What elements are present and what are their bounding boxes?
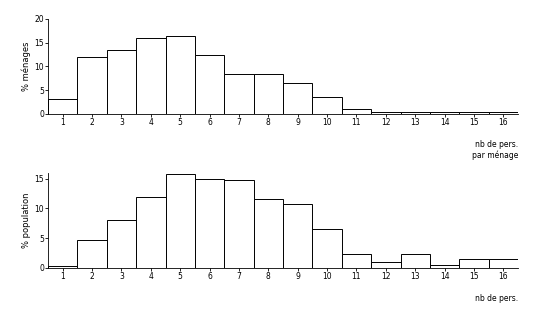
Bar xyxy=(371,262,400,268)
Bar xyxy=(254,199,283,268)
Bar xyxy=(342,109,371,114)
Bar xyxy=(489,259,518,268)
Bar xyxy=(283,203,312,268)
Y-axis label: % population: % population xyxy=(22,192,32,248)
Bar xyxy=(48,99,77,114)
Bar xyxy=(459,112,489,114)
Bar xyxy=(430,112,459,114)
Bar xyxy=(342,254,371,268)
Bar xyxy=(371,112,400,114)
Bar xyxy=(195,54,224,114)
Bar xyxy=(400,112,430,114)
Bar xyxy=(77,240,107,268)
Bar xyxy=(459,259,489,268)
Bar xyxy=(195,179,224,268)
Bar xyxy=(166,36,195,114)
Bar xyxy=(166,174,195,268)
Y-axis label: % ménages: % ménages xyxy=(22,42,32,91)
Text: nb de pers.: nb de pers. xyxy=(475,294,518,303)
Bar xyxy=(400,254,430,268)
Bar xyxy=(224,73,254,114)
Bar xyxy=(77,57,107,114)
Bar xyxy=(312,229,342,268)
Bar xyxy=(107,50,136,114)
Bar xyxy=(489,112,518,114)
Bar xyxy=(48,266,77,268)
Bar xyxy=(430,265,459,268)
Bar xyxy=(107,220,136,268)
Text: nb de pers.
par ménage: nb de pers. par ménage xyxy=(472,140,518,160)
Bar xyxy=(254,73,283,114)
Bar xyxy=(312,97,342,114)
Bar xyxy=(283,83,312,114)
Bar xyxy=(136,38,166,114)
Bar xyxy=(224,180,254,268)
Bar xyxy=(136,197,166,268)
